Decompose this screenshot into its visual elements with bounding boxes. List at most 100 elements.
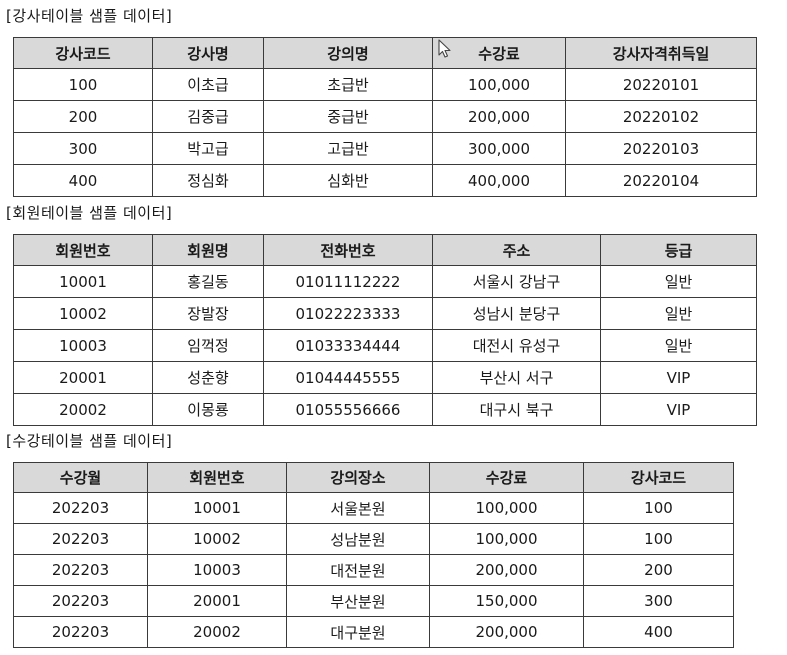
table-cell: 200,000 — [429, 554, 584, 586]
table-cell: 초급반 — [263, 68, 433, 101]
table-cell: 202203 — [13, 585, 148, 617]
table-cell: 100 — [583, 492, 734, 524]
table-cell: 20002 — [13, 393, 153, 426]
table-cell: 20001 — [13, 361, 153, 394]
member-table: 회원번호 회원명 전화번호 주소 등급 10001 홍길동 0101111222… — [13, 234, 757, 426]
table-cell: 성춘향 — [152, 361, 264, 394]
table-cell: 200 — [13, 100, 153, 133]
caption-instructor-table: [강사테이블 샘플 데이터] — [6, 7, 173, 25]
table-cell: 20220101 — [565, 68, 757, 101]
table-cell: 20220102 — [565, 100, 757, 133]
table-cell: 대전분원 — [286, 554, 430, 586]
table-cell: 심화반 — [263, 164, 433, 197]
table-cell: 01033334444 — [263, 329, 433, 362]
table-row: 10001 홍길동 01011112222 서울시 강남구 일반 — [13, 265, 757, 298]
table-cell: 정심화 — [152, 164, 264, 197]
table-cell: 01055556666 — [263, 393, 433, 426]
table-header-row: 강사코드 강사명 강의명 수강료 강사자격취득일 — [13, 37, 757, 69]
table-cell: 임꺽정 — [152, 329, 264, 362]
column-header: 수강료 — [429, 462, 584, 493]
table-row: 202203 10001 서울본원 100,000 100 — [13, 492, 734, 524]
table-cell: 서울시 강남구 — [432, 265, 601, 298]
table-cell: 300,000 — [432, 132, 566, 165]
table-cell: 200,000 — [429, 616, 584, 648]
column-header: 강사코드 — [583, 462, 734, 493]
table-cell: 20220103 — [565, 132, 757, 165]
table-row: 100 이초급 초급반 100,000 20220101 — [13, 68, 757, 101]
table-cell: 100,000 — [429, 492, 584, 524]
instructor-table: 강사코드 강사명 강의명 수강료 강사자격취득일 100 이초급 초급반 100… — [13, 37, 757, 197]
table-cell: 대구분원 — [286, 616, 430, 648]
table-row: 20002 이몽룡 01055556666 대구시 북구 VIP — [13, 393, 757, 426]
table-cell: 10003 — [13, 329, 153, 362]
column-header: 강의장소 — [286, 462, 430, 493]
column-header: 회원번호 — [147, 462, 287, 493]
table-cell: 200 — [583, 554, 734, 586]
table-cell: 홍길동 — [152, 265, 264, 298]
table-cell: VIP — [600, 393, 757, 426]
table-cell: 01011112222 — [263, 265, 433, 298]
table-cell: 성남시 분당구 — [432, 297, 601, 330]
column-header: 강사자격취득일 — [565, 37, 757, 69]
table-cell: 202203 — [13, 492, 148, 524]
table-cell: 일반 — [600, 297, 757, 330]
table-cell: 20001 — [147, 585, 287, 617]
table-cell: 이초급 — [152, 68, 264, 101]
column-header: 수강월 — [13, 462, 148, 493]
table-cell: 100 — [583, 523, 734, 555]
table-cell: 202203 — [13, 554, 148, 586]
table-cell: 10002 — [13, 297, 153, 330]
table-cell: 400,000 — [432, 164, 566, 197]
table-cell: 400 — [583, 616, 734, 648]
table-cell: 150,000 — [429, 585, 584, 617]
table-cell: 부산분원 — [286, 585, 430, 617]
column-header: 강의명 — [263, 37, 433, 69]
column-header: 강사코드 — [13, 37, 153, 69]
column-header: 회원번호 — [13, 234, 153, 266]
table-cell: 10003 — [147, 554, 287, 586]
table-row: 400 정심화 심화반 400,000 20220104 — [13, 164, 757, 197]
table-cell: 성남분원 — [286, 523, 430, 555]
table-cell: 고급반 — [263, 132, 433, 165]
table-row: 202203 10002 성남분원 100,000 100 — [13, 523, 734, 555]
table-cell: 이몽룡 — [152, 393, 264, 426]
table-row: 200 김중급 중급반 200,000 20220102 — [13, 100, 757, 133]
table-cell: 100,000 — [432, 68, 566, 101]
table-cell: 10001 — [147, 492, 287, 524]
table-row: 10003 임꺽정 01033334444 대전시 유성구 일반 — [13, 329, 757, 362]
table-cell: 100 — [13, 68, 153, 101]
column-header: 전화번호 — [263, 234, 433, 266]
table-cell: 김중급 — [152, 100, 264, 133]
table-row: 10002 장발장 01022223333 성남시 분당구 일반 — [13, 297, 757, 330]
table-cell: 중급반 — [263, 100, 433, 133]
table-cell: 서울본원 — [286, 492, 430, 524]
column-header: 등급 — [600, 234, 757, 266]
table-cell: 01022223333 — [263, 297, 433, 330]
table-cell: 200,000 — [432, 100, 566, 133]
column-header: 회원명 — [152, 234, 264, 266]
table-row: 202203 20002 대구분원 200,000 400 — [13, 616, 734, 648]
mouse-pointer-icon — [438, 39, 451, 58]
table-cell: 202203 — [13, 523, 148, 555]
table-cell: 일반 — [600, 329, 757, 362]
table-cell: VIP — [600, 361, 757, 394]
table-cell: 일반 — [600, 265, 757, 298]
table-cell: 10001 — [13, 265, 153, 298]
caption-enrollment-table: [수강테이블 샘플 데이터] — [6, 432, 173, 450]
table-cell: 대구시 북구 — [432, 393, 601, 426]
table-row: 202203 10003 대전분원 200,000 200 — [13, 554, 734, 586]
column-header: 수강료 — [432, 37, 566, 69]
table-cell: 300 — [13, 132, 153, 165]
table-cell: 01044445555 — [263, 361, 433, 394]
table-cell: 20220104 — [565, 164, 757, 197]
table-cell: 20002 — [147, 616, 287, 648]
table-cell: 202203 — [13, 616, 148, 648]
table-header-row: 수강월 회원번호 강의장소 수강료 강사코드 — [13, 462, 734, 493]
table-cell: 부산시 서구 — [432, 361, 601, 394]
table-row: 20001 성춘향 01044445555 부산시 서구 VIP — [13, 361, 757, 394]
table-row: 300 박고급 고급반 300,000 20220103 — [13, 132, 757, 165]
table-header-row: 회원번호 회원명 전화번호 주소 등급 — [13, 234, 757, 266]
column-header: 강사명 — [152, 37, 264, 69]
table-cell: 10002 — [147, 523, 287, 555]
caption-member-table: [회원테이블 샘플 데이터] — [6, 204, 173, 222]
